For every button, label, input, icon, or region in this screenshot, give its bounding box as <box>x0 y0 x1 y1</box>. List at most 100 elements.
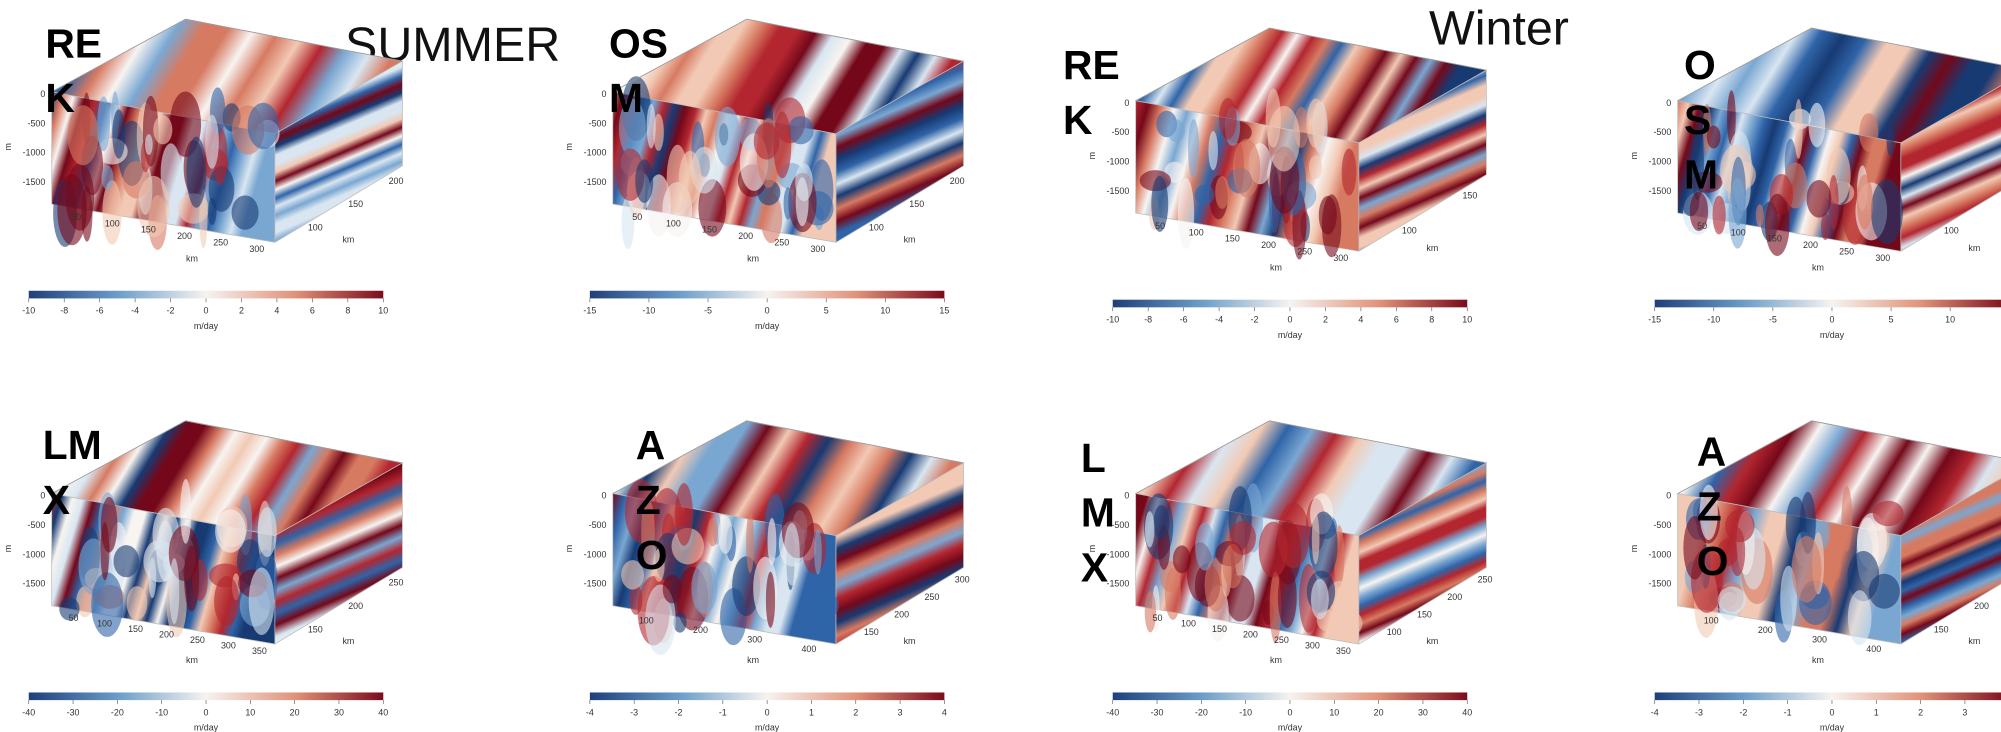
depth-tick-label: -1500 <box>584 579 607 589</box>
field-blob <box>1306 99 1325 149</box>
x-tick-label: 150 <box>1767 234 1782 244</box>
depth-unit: m <box>1629 152 1639 159</box>
field-blob <box>1259 522 1288 578</box>
field-blob <box>1728 178 1746 249</box>
field-blob <box>1334 610 1362 636</box>
colorbar-tick-label: -10 <box>643 306 656 316</box>
field-blob <box>180 479 191 544</box>
colorbar-tick-label: 20 <box>1374 707 1384 717</box>
colorbar-tick-label: -6 <box>1180 315 1188 325</box>
field-blob <box>1725 510 1754 543</box>
depth-tick-label: 0 <box>1124 491 1129 501</box>
field-blob <box>1167 119 1185 142</box>
field-blob <box>814 529 822 574</box>
colorbar-tick-label: 20 <box>290 707 300 717</box>
panel: 0-500-1000-1500m100200300400km1502002503… <box>564 421 970 732</box>
field-blob <box>691 562 717 614</box>
depth-tick-label: 0 <box>1124 98 1129 108</box>
field-blob <box>184 545 199 611</box>
field-blob <box>214 576 239 626</box>
x-tick-label: 100 <box>639 615 654 625</box>
x-tick-label: 100 <box>1704 615 1719 625</box>
colorbar-tick-label: -4 <box>1651 707 1659 717</box>
region-label: RE <box>1063 42 1120 88</box>
field-blob <box>766 572 775 628</box>
colorbar-unit: m/day <box>755 321 780 331</box>
depth-tick-label: -1000 <box>1107 157 1130 167</box>
colorbar-tick-label: -10 <box>1106 315 1119 325</box>
colorbar-tick-label: -4 <box>586 707 594 717</box>
region-label: OS <box>609 20 668 66</box>
colorbar-tick-label: -4 <box>131 306 139 316</box>
colorbar-tick-label: 0 <box>204 707 209 717</box>
x-tick-label: 350 <box>252 646 267 656</box>
y-tick-label: 200 <box>389 176 404 186</box>
colorbar-tick-label: -2 <box>167 306 175 316</box>
y-tick-label: 250 <box>924 592 939 602</box>
colorbar-tick-label: 6 <box>1394 315 1399 325</box>
colorbar-tick-label: 0 <box>1288 315 1293 325</box>
y-unit: km <box>1968 243 1980 253</box>
colorbar-tick-label: 8 <box>1429 315 1434 325</box>
y-tick-label: 200 <box>1974 601 1989 611</box>
colorbar-tick-label: 3 <box>898 707 903 717</box>
field-blob <box>186 137 206 208</box>
field-blob <box>1765 194 1790 256</box>
y-unit: km <box>1426 636 1438 646</box>
field-blob <box>1309 155 1322 179</box>
y-tick-label: 100 <box>1944 226 1959 236</box>
field-blob <box>215 509 246 553</box>
colorbar <box>1655 692 2001 700</box>
x-tick-label: 100 <box>97 619 112 629</box>
y-tick-label: 150 <box>1417 610 1432 620</box>
x-tick-label: 250 <box>190 635 205 645</box>
depth-tick-label: 0 <box>1666 491 1671 501</box>
colorbar-tick-label: -5 <box>704 306 712 316</box>
field-blob <box>1229 521 1256 555</box>
colorbar <box>1655 300 2001 308</box>
colorbar-unit: m/day <box>1278 723 1303 732</box>
x-unit: km <box>1270 655 1282 665</box>
colorbar-tick-label: 1 <box>1874 707 1879 717</box>
field-blob <box>1857 174 1873 229</box>
region-label: O <box>1697 538 1729 584</box>
region-label: M <box>1684 152 1718 198</box>
x-unit: km <box>186 655 198 665</box>
y-tick-label: 250 <box>389 578 404 588</box>
field-blob <box>148 558 156 599</box>
field-blob <box>1188 119 1199 178</box>
x-tick-label: 300 <box>249 244 264 254</box>
x-tick-label: 300 <box>810 244 825 254</box>
colorbar-tick-label: 4 <box>274 306 279 316</box>
field-blob <box>647 104 656 149</box>
colorbar-unit: m/day <box>755 723 780 732</box>
colorbar <box>29 692 384 700</box>
depth-unit: m <box>564 143 574 150</box>
field-blob <box>232 195 259 229</box>
heading: Winter <box>1429 2 1569 56</box>
colorbar-unit: m/day <box>1820 330 1845 340</box>
depth-tick-label: -1500 <box>23 579 46 589</box>
depth-tick-label: -1500 <box>1107 186 1130 196</box>
field-blob <box>795 163 813 201</box>
x-tick-label: 200 <box>738 231 753 241</box>
depth-tick-label: 0 <box>601 491 606 501</box>
field-blob <box>718 516 732 554</box>
colorbar-tick-label: -3 <box>630 707 638 717</box>
y-tick-label: 100 <box>1387 627 1402 637</box>
colorbar-tick-label: 0 <box>765 306 770 316</box>
depth-tick-label: -500 <box>589 520 607 530</box>
y-tick-label: 250 <box>1478 575 1493 585</box>
y-unit: km <box>904 234 916 244</box>
y-tick-label: 200 <box>950 176 965 186</box>
region-label: M <box>1081 490 1115 536</box>
x-tick-label: 200 <box>1803 240 1818 250</box>
depth-tick-label: -1500 <box>23 177 46 187</box>
depth-tick-label: -1000 <box>23 549 46 559</box>
region-label: X <box>1081 545 1108 591</box>
colorbar-tick-label: 10 <box>245 707 255 717</box>
field-blob <box>663 575 682 603</box>
colorbar-tick-label: -8 <box>60 306 68 316</box>
x-tick-label: 400 <box>801 644 816 654</box>
y-tick-label: 150 <box>308 624 323 634</box>
